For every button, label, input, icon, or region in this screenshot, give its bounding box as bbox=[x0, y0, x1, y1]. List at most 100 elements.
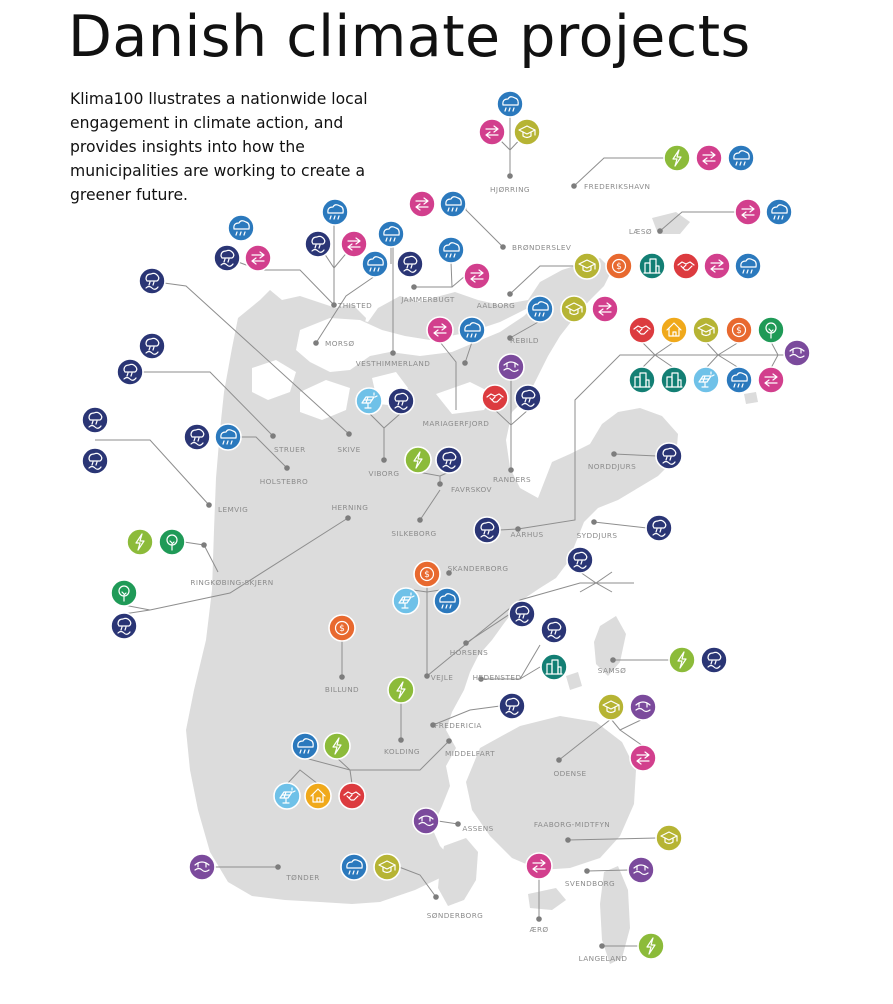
cloud-rain-icon[interactable] bbox=[340, 853, 368, 881]
label-lemvig[interactable]: LEMVIG bbox=[218, 505, 248, 514]
cloudburst-icon[interactable] bbox=[396, 250, 424, 278]
label-horsens[interactable]: HORSENS bbox=[450, 648, 488, 657]
cloudburst-icon[interactable] bbox=[473, 516, 501, 544]
cloud-rain-icon[interactable] bbox=[214, 423, 242, 451]
label-odense[interactable]: ODENSE bbox=[553, 769, 586, 778]
lightning-bolt-icon[interactable] bbox=[637, 932, 665, 960]
label-struer[interactable]: STRUER bbox=[274, 445, 306, 454]
label-rebild[interactable]: REBILD bbox=[510, 336, 539, 345]
label-norddjurs[interactable]: NORDDJURS bbox=[588, 462, 636, 471]
label-favrskov[interactable]: FAVRSKOV bbox=[451, 485, 492, 494]
graduation-cap-icon[interactable] bbox=[597, 693, 625, 721]
transport-arrows-icon[interactable] bbox=[340, 230, 368, 258]
solar-panel-icon[interactable] bbox=[692, 366, 720, 394]
lightning-bolt-icon[interactable] bbox=[663, 144, 691, 172]
cloudburst-icon[interactable] bbox=[387, 387, 415, 415]
nature-biodiversity-icon[interactable] bbox=[188, 853, 216, 881]
label-billund[interactable]: BILLUND bbox=[325, 685, 359, 694]
graduation-cap-icon[interactable] bbox=[655, 824, 683, 852]
tree-icon[interactable] bbox=[110, 579, 138, 607]
city-buildings-icon[interactable] bbox=[638, 252, 666, 280]
label-mariagerfjord[interactable]: MARIAGERFJORD bbox=[423, 419, 490, 428]
label-syddjurs[interactable]: SYDDJURS bbox=[577, 531, 618, 540]
label-viborg[interactable]: VIBORG bbox=[369, 469, 400, 478]
label-aalborg[interactable]: AALBORG bbox=[477, 301, 515, 310]
cloud-rain-icon[interactable] bbox=[227, 214, 255, 242]
label-assens[interactable]: ASSENS bbox=[462, 824, 493, 833]
cloudburst-icon[interactable] bbox=[514, 384, 542, 412]
cloudburst-icon[interactable] bbox=[435, 446, 463, 474]
house-icon[interactable] bbox=[660, 316, 688, 344]
transport-arrows-icon[interactable] bbox=[426, 316, 454, 344]
cloudburst-icon[interactable] bbox=[81, 447, 109, 475]
cloudburst-icon[interactable] bbox=[138, 332, 166, 360]
transport-arrows-icon[interactable] bbox=[463, 262, 491, 290]
city-buildings-icon[interactable] bbox=[628, 366, 656, 394]
transport-arrows-icon[interactable] bbox=[695, 144, 723, 172]
project-badges[interactable]: $ $ $ $ bbox=[81, 90, 811, 960]
tree-icon[interactable] bbox=[158, 528, 186, 556]
label-herning[interactable]: HERNING bbox=[332, 503, 369, 512]
cloud-rain-icon[interactable] bbox=[291, 732, 319, 760]
cloudburst-icon[interactable] bbox=[645, 514, 673, 542]
city-buildings-icon[interactable] bbox=[660, 366, 688, 394]
graduation-cap-icon[interactable] bbox=[573, 252, 601, 280]
cloudburst-icon[interactable] bbox=[540, 616, 568, 644]
nature-biodiversity-icon[interactable] bbox=[629, 693, 657, 721]
label-fredericia[interactable]: FREDERICIA bbox=[434, 721, 482, 730]
dollar-coin-icon[interactable]: $ bbox=[413, 560, 441, 588]
label-holstebro[interactable]: HOLSTEBRO bbox=[260, 477, 308, 486]
nature-biodiversity-icon[interactable] bbox=[497, 353, 525, 381]
label-hjørring[interactable]: HJØRRING bbox=[490, 185, 530, 194]
graduation-cap-icon[interactable] bbox=[560, 295, 588, 323]
label-randers[interactable]: RANDERS bbox=[493, 475, 531, 484]
transport-arrows-icon[interactable] bbox=[408, 190, 436, 218]
transport-arrows-icon[interactable] bbox=[478, 118, 506, 146]
label-sønderborg[interactable]: SØNDERBORG bbox=[427, 911, 483, 920]
cloudburst-icon[interactable] bbox=[110, 612, 138, 640]
transport-arrows-icon[interactable] bbox=[703, 252, 731, 280]
cloud-rain-icon[interactable] bbox=[321, 198, 349, 226]
cloudburst-icon[interactable] bbox=[213, 244, 241, 272]
nature-biodiversity-icon[interactable] bbox=[412, 807, 440, 835]
handshake-icon[interactable] bbox=[338, 782, 366, 810]
graduation-cap-icon[interactable] bbox=[513, 118, 541, 146]
label-læsø[interactable]: LÆSØ bbox=[629, 227, 652, 236]
cloud-rain-icon[interactable] bbox=[526, 295, 554, 323]
lightning-bolt-icon[interactable] bbox=[126, 528, 154, 556]
cloud-rain-icon[interactable] bbox=[725, 366, 753, 394]
label-samsø[interactable]: SAMSØ bbox=[598, 666, 626, 675]
label-hedensted[interactable]: HEDENSTED bbox=[473, 673, 522, 682]
cloud-rain-icon[interactable] bbox=[734, 252, 762, 280]
label-silkeborg[interactable]: SILKEBORG bbox=[391, 529, 436, 538]
label-ringkøbing-skjern[interactable]: RINGKØBING-SKJERN bbox=[190, 578, 273, 587]
graduation-cap-icon[interactable] bbox=[373, 853, 401, 881]
house-icon[interactable] bbox=[304, 782, 332, 810]
label-frederikshavn[interactable]: FREDERIKSHAVN bbox=[584, 182, 650, 191]
label-vejle[interactable]: VEJLE bbox=[431, 673, 453, 682]
label-skanderborg[interactable]: SKANDERBORG bbox=[448, 564, 509, 573]
label-langeland[interactable]: LANGELAND bbox=[579, 954, 628, 963]
dollar-coin-icon[interactable]: $ bbox=[328, 614, 356, 642]
cloudburst-icon[interactable] bbox=[304, 230, 332, 258]
lightning-bolt-icon[interactable] bbox=[323, 732, 351, 760]
solar-panel-icon[interactable] bbox=[273, 782, 301, 810]
city-buildings-icon[interactable] bbox=[540, 653, 568, 681]
cloudburst-icon[interactable] bbox=[700, 646, 728, 674]
cloudburst-icon[interactable] bbox=[81, 406, 109, 434]
cloudburst-icon[interactable] bbox=[566, 546, 594, 574]
cloudburst-icon[interactable] bbox=[498, 692, 526, 720]
label-morsø[interactable]: MORSØ bbox=[325, 339, 355, 348]
solar-panel-icon[interactable] bbox=[355, 387, 383, 415]
dollar-coin-icon[interactable]: $ bbox=[725, 316, 753, 344]
label-aarhus[interactable]: AARHUS bbox=[510, 530, 543, 539]
cloud-rain-icon[interactable] bbox=[439, 190, 467, 218]
cloudburst-icon[interactable] bbox=[183, 423, 211, 451]
cloud-rain-icon[interactable] bbox=[361, 250, 389, 278]
transport-arrows-icon[interactable] bbox=[244, 244, 272, 272]
label-kolding[interactable]: KOLDING bbox=[384, 747, 420, 756]
handshake-icon[interactable] bbox=[481, 384, 509, 412]
label-middelfart[interactable]: MIDDELFART bbox=[445, 749, 495, 758]
label-ærø[interactable]: ÆRØ bbox=[529, 925, 548, 934]
cloudburst-icon[interactable] bbox=[116, 358, 144, 386]
